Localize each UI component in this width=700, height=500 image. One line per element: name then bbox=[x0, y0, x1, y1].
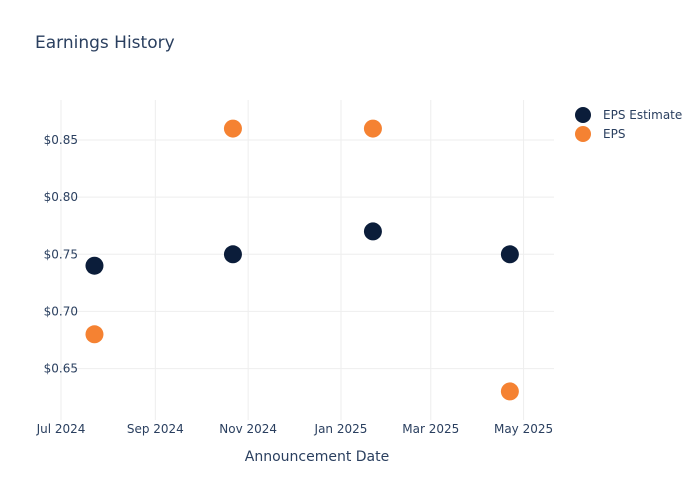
y-tick-label: $0.80 bbox=[44, 190, 78, 204]
data-points bbox=[85, 119, 519, 401]
y-axis-ticks: $0.65 $0.70 $0.75 $0.80 $0.85 bbox=[44, 133, 78, 376]
x-tick-label: May 2025 bbox=[494, 422, 553, 436]
eps-estimate-point bbox=[500, 245, 519, 264]
eps-point bbox=[500, 382, 519, 401]
x-tick-label: Nov 2024 bbox=[219, 422, 277, 436]
eps-estimate-point bbox=[85, 256, 104, 275]
x-tick-label: Jan 2025 bbox=[314, 422, 368, 436]
y-tick-label: $0.85 bbox=[44, 133, 78, 147]
x-tick-label: Mar 2025 bbox=[402, 422, 459, 436]
legend[interactable]: EPS Estimate EPS bbox=[575, 107, 682, 142]
y-tick-label: $0.70 bbox=[44, 304, 78, 318]
legend-item-eps[interactable]: EPS bbox=[575, 126, 625, 142]
legend-label-eps-estimate: EPS Estimate bbox=[603, 108, 682, 122]
x-axis-title: Announcement Date bbox=[245, 449, 389, 465]
eps-point bbox=[223, 119, 242, 138]
legend-marker-eps bbox=[575, 126, 591, 142]
x-tick-label: Sep 2024 bbox=[127, 422, 184, 436]
grid bbox=[60, 100, 554, 420]
y-tick-label: $0.65 bbox=[44, 362, 78, 376]
x-axis-ticks: Jul 2024 Sep 2024 Nov 2024 Jan 2025 Mar 2025… bbox=[36, 422, 554, 436]
eps-point bbox=[363, 119, 382, 138]
eps-estimate-point bbox=[363, 222, 382, 241]
legend-marker-eps-estimate bbox=[575, 107, 591, 123]
eps-point bbox=[85, 325, 104, 344]
legend-label-eps: EPS bbox=[603, 127, 625, 141]
chart-title: Earnings History bbox=[35, 33, 175, 53]
x-tick-label: Jul 2024 bbox=[36, 422, 86, 436]
eps-estimate-point bbox=[223, 245, 242, 264]
legend-item-eps-estimate[interactable]: EPS Estimate bbox=[575, 107, 682, 123]
y-tick-label: $0.75 bbox=[44, 247, 78, 261]
